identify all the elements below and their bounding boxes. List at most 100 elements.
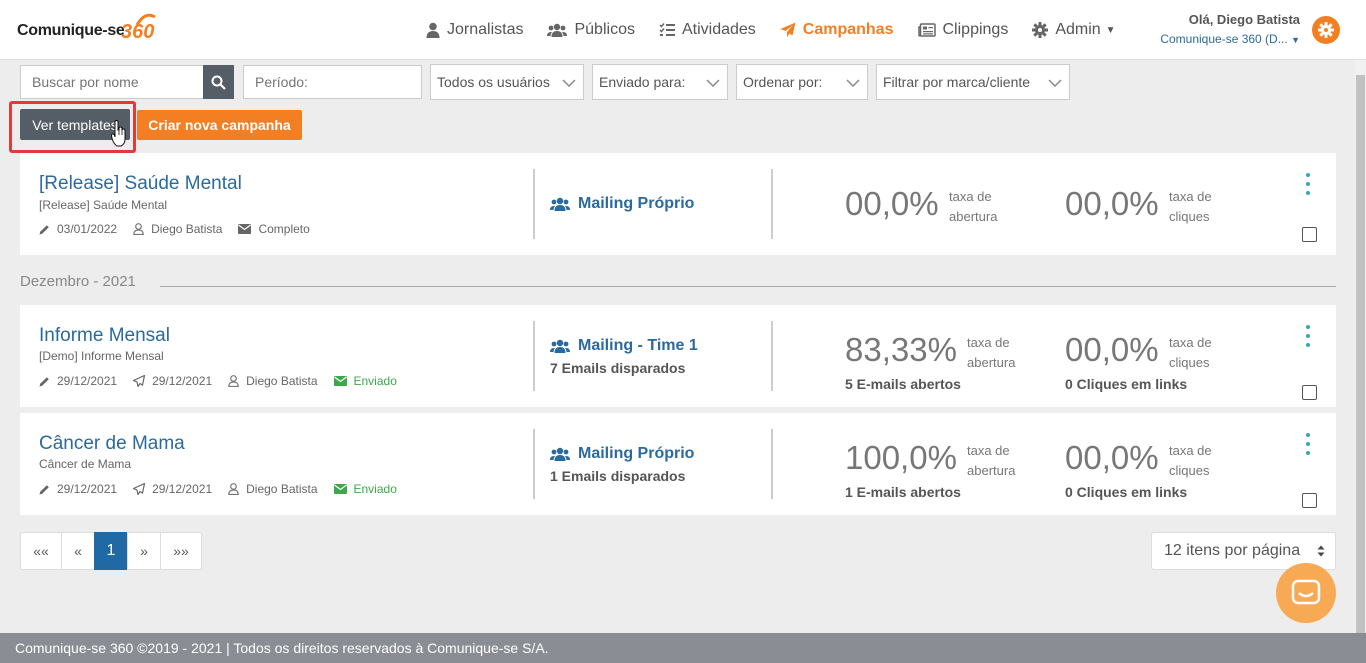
meta-edited: 29/12/2021: [39, 482, 117, 496]
search-input[interactable]: [21, 66, 203, 98]
status-label: Enviado: [353, 374, 397, 388]
org-selector[interactable]: Comunique-se 360 (D... ▼: [1150, 32, 1300, 46]
gear-icon: [1032, 22, 1049, 38]
pencil-icon: [39, 376, 49, 386]
divider: [771, 169, 773, 239]
page-first-button[interactable]: ««: [20, 532, 62, 570]
open-rate-value: 83,33%: [845, 331, 957, 368]
mailing-info: Mailing Próprio: [550, 195, 694, 213]
period-input[interactable]: [244, 66, 421, 98]
open-rate-value: 100,0%: [845, 439, 957, 476]
search-icon: [211, 75, 226, 90]
envelope-icon: [333, 484, 347, 494]
envelope-icon: [238, 224, 252, 234]
nav-label: Públicos: [574, 21, 635, 38]
page-scrollbar[interactable]: [1355, 60, 1366, 633]
page-prev-button[interactable]: «: [61, 532, 95, 570]
campaign-card[interactable]: [Release] Saúde Mental [Release] Saúde M…: [20, 153, 1336, 255]
user-outline-icon: [228, 483, 239, 495]
page-last-button[interactable]: »»: [160, 532, 202, 570]
main-nav: Jornalistas Públicos Atividades Campanha…: [426, 0, 1140, 60]
more-options-icon[interactable]: [1306, 433, 1310, 455]
mailing-label: Mailing Próprio: [578, 195, 695, 212]
chat-button[interactable]: [1276, 563, 1336, 623]
scrollbar-thumb[interactable]: [1356, 75, 1365, 633]
sent-date: 29/12/2021: [152, 374, 213, 388]
select-checkbox[interactable]: [1302, 227, 1317, 242]
meta-edited: 03/01/2022: [39, 222, 117, 236]
search-field[interactable]: [20, 65, 204, 99]
mailing-info: Mailing Próprio 1 Emails disparados: [550, 445, 694, 484]
group-label: Dezembro - 2021: [20, 273, 136, 290]
meta-sent: 29/12/2021: [133, 482, 212, 496]
sent-to-select[interactable]: Enviado para:: [592, 64, 728, 100]
nav-admin[interactable]: Admin ▼: [1032, 21, 1116, 39]
new-campaign-button[interactable]: Criar nova campanha: [137, 110, 302, 140]
nav-publicos[interactable]: Públicos: [547, 21, 635, 39]
per-page-select[interactable]: 12 itens por página: [1151, 532, 1336, 570]
click-rate-label: taxa de cliques: [1169, 189, 1212, 224]
chevron-down-icon: [562, 79, 576, 88]
brand-number: 360: [121, 21, 155, 43]
nav-label: Atividades: [681, 21, 756, 38]
period-field[interactable]: [243, 65, 422, 99]
edited-date: 03/01/2022: [57, 222, 118, 236]
brand-name: Comunique-se: [17, 22, 125, 39]
sent-date: 29/12/2021: [152, 482, 213, 496]
mailing-name[interactable]: Mailing Próprio: [550, 195, 694, 213]
pencil-icon: [39, 484, 49, 494]
open-rate-label: taxa de abertura: [967, 443, 1016, 478]
chevron-down-icon: [1048, 79, 1062, 88]
campaign-meta: 29/12/2021 29/12/2021 Diego Batista Envi…: [39, 482, 413, 496]
click-rate-label: taxa de cliques: [1169, 335, 1212, 370]
divider: [533, 429, 535, 499]
campaign-title[interactable]: [Release] Saúde Mental: [39, 173, 242, 194]
paper-plane-icon: [780, 22, 796, 37]
author-name: Diego Batista: [246, 374, 318, 388]
divider: [771, 321, 773, 391]
page-next-button[interactable]: »: [127, 532, 161, 570]
pagination: «« « 1 » »»: [20, 532, 202, 570]
search-button[interactable]: [203, 65, 234, 99]
author-name: Diego Batista: [246, 482, 318, 496]
brand-filter-select[interactable]: Filtrar por marca/cliente: [876, 64, 1070, 100]
meta-author: Diego Batista: [133, 222, 222, 236]
more-options-icon[interactable]: [1306, 173, 1310, 195]
select-checkbox[interactable]: [1302, 493, 1317, 508]
settings-gear-icon: [1318, 22, 1334, 38]
pencil-icon: [39, 224, 49, 234]
campaign-card[interactable]: Câncer de Mama Câncer de Mama 29/12/2021…: [20, 413, 1336, 515]
edited-date: 29/12/2021: [57, 374, 118, 388]
page-current-button[interactable]: 1: [94, 532, 128, 570]
clicks-count: 0 Cliques em links: [1065, 376, 1188, 392]
envelope-icon: [333, 376, 347, 386]
settings-button[interactable]: [1312, 16, 1340, 44]
nav-jornalistas[interactable]: Jornalistas: [426, 21, 523, 39]
nav-campanhas[interactable]: Campanhas: [780, 21, 894, 39]
nav-label: Jornalistas: [447, 21, 524, 38]
divider: [533, 169, 535, 239]
users-select[interactable]: Todos os usuários: [430, 64, 584, 100]
status-label: Enviado: [353, 482, 397, 496]
campaign-title[interactable]: Informe Mensal: [39, 325, 170, 346]
nav-atividades[interactable]: Atividades: [659, 21, 756, 39]
divider: [533, 321, 535, 391]
nav-clippings[interactable]: Clippings: [917, 21, 1008, 39]
order-by-select-value: Ordenar por:: [743, 74, 823, 90]
logo-swoosh-icon: [135, 13, 156, 26]
campaign-meta: 03/01/2022 Diego Batista Completo: [39, 222, 326, 236]
hand-cursor-icon: [111, 120, 126, 147]
more-options-icon[interactable]: [1306, 325, 1310, 347]
meta-status: Enviado: [333, 482, 397, 496]
emails-sent-count: 7 Emails disparados: [550, 360, 686, 376]
order-by-select[interactable]: Ordenar por:: [736, 64, 868, 100]
campaign-card[interactable]: Informe Mensal [Demo] Informe Mensal 29/…: [20, 305, 1336, 407]
campaign-subtitle: Câncer de Mama: [39, 457, 132, 471]
brand-filter-select-value: Filtrar por marca/cliente: [883, 74, 1031, 90]
campaign-title[interactable]: Câncer de Mama: [39, 433, 185, 454]
select-checkbox[interactable]: [1302, 385, 1317, 400]
user-menu[interactable]: Olá, Diego Batista Comunique-se 360 (D..…: [1150, 12, 1300, 46]
mailing-name[interactable]: Mailing - Time 1: [550, 337, 698, 355]
mailing-name[interactable]: Mailing Próprio: [550, 445, 694, 463]
sent-to-select-value: Enviado para:: [599, 74, 686, 90]
